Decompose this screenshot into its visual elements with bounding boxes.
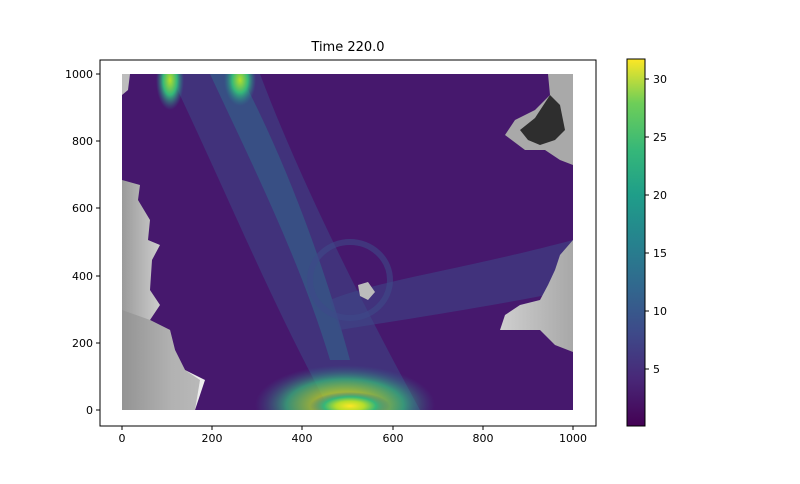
- east-tongue: [330, 240, 573, 330]
- y-tick-label: 200: [72, 337, 93, 350]
- x-tick-label: 800: [473, 432, 494, 445]
- land-northeast-dark: [520, 95, 565, 145]
- chart-title: Time 220.0: [310, 40, 384, 55]
- x-tick-label: 200: [202, 432, 223, 445]
- land-west-dark: [122, 310, 200, 410]
- colorbar-tick-label: 10: [653, 305, 667, 318]
- x-tick-label: 600: [383, 432, 404, 445]
- eddy-ring: [307, 239, 393, 321]
- diagonal-plume: [210, 74, 350, 360]
- southern-jet-halo: [255, 365, 435, 410]
- north-jet-right: [224, 74, 256, 106]
- colorbar-tick-label: 20: [653, 189, 667, 202]
- y-tick-label: 400: [72, 270, 93, 283]
- x-tick-label: 400: [292, 432, 313, 445]
- y-tick-label: 800: [72, 135, 93, 148]
- colorbar-tick-label: 15: [653, 247, 667, 260]
- x-tick-label: 1000: [559, 432, 587, 445]
- land-northwest: [122, 74, 130, 95]
- colorbar-tick-label: 5: [653, 363, 660, 376]
- island: [358, 282, 375, 300]
- north-jet-left: [156, 74, 184, 110]
- x-axis: 0 200 400 600 800 1000: [119, 426, 587, 445]
- x-tick-label: 0: [119, 432, 126, 445]
- colorbar-tick-label: 30: [653, 73, 667, 86]
- y-tick-label: 0: [86, 404, 93, 417]
- y-tick-label: 600: [72, 202, 93, 215]
- heatmap-field: [122, 74, 573, 410]
- y-axis: 0 200 400 600 800 1000: [65, 68, 100, 417]
- y-tick-label: 1000: [65, 68, 93, 81]
- colorbar-tick-label: 25: [653, 131, 667, 144]
- southern-jet-core: [310, 392, 390, 410]
- land-east: [500, 240, 573, 352]
- colorbar: 5 10 15 20 25 30: [626, 58, 667, 427]
- colorbar-gradient: [626, 58, 646, 427]
